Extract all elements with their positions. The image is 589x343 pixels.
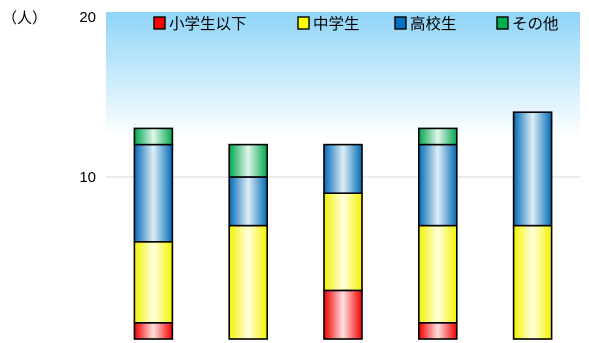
legend-swatch-elementary — [153, 16, 166, 30]
legend-swatch-high-school — [394, 16, 407, 30]
bar-segment-col4-series3 — [417, 143, 458, 227]
bar-segment-col1-series3 — [133, 143, 174, 243]
bar-segment-col3-series1 — [323, 289, 363, 340]
legend-swatch-junior-high — [297, 16, 310, 30]
legend-label-elementary: 小学生以下 — [169, 15, 247, 33]
legend-label-junior-high: 中学生 — [313, 15, 360, 33]
bar-segment-col2-series2 — [228, 224, 268, 340]
bar-segment-col2-series3 — [228, 176, 268, 227]
y-tick-label-10: 10 — [79, 169, 96, 186]
bar-segment-col3-series3 — [323, 143, 363, 195]
bar-segment-col1-series1 — [133, 321, 174, 340]
bar-segment-col5-series2 — [512, 224, 553, 340]
bar-segment-col1-series2 — [133, 241, 174, 324]
bar-segment-col4-series1 — [417, 321, 458, 340]
bar-segment-col1-series4 — [133, 127, 174, 146]
legend-swatch-other — [496, 16, 509, 30]
bars — [133, 111, 553, 340]
y-axis-unit-label: （人） — [2, 9, 47, 27]
legend-label-other: その他 — [512, 15, 559, 33]
bar-segment-col4-series4 — [417, 127, 458, 146]
legend-label-high-school: 高校生 — [410, 15, 457, 33]
bar-segment-col2-series4 — [228, 143, 268, 178]
bar-segment-col4-series2 — [417, 224, 458, 324]
bar-segment-col3-series2 — [323, 192, 363, 292]
y-tick-label-20: 20 — [79, 9, 96, 26]
legend: 小学生以下 中学生 高校生 その他 — [153, 15, 559, 33]
bar-segment-col5-series3 — [512, 111, 553, 227]
